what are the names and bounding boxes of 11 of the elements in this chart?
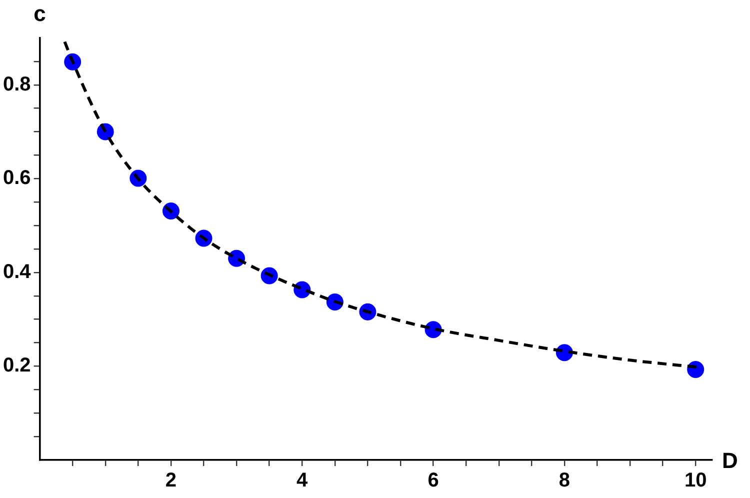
y-tick-label: 0.4	[2, 260, 32, 283]
x-axis-title: D	[722, 448, 738, 474]
y-tick-label: 0.8	[2, 73, 31, 96]
x-tick-label: 6	[428, 470, 439, 492]
y-tick-label: 0.2	[2, 354, 31, 377]
x-tick-label: 4	[296, 470, 309, 492]
x-tick-label: 2	[165, 470, 177, 492]
x-tick-label: 10	[684, 470, 707, 492]
x-tick-label: 8	[558, 470, 570, 492]
y-axis-title: c	[34, 1, 46, 26]
y-tick-label: 0.6	[2, 167, 31, 190]
